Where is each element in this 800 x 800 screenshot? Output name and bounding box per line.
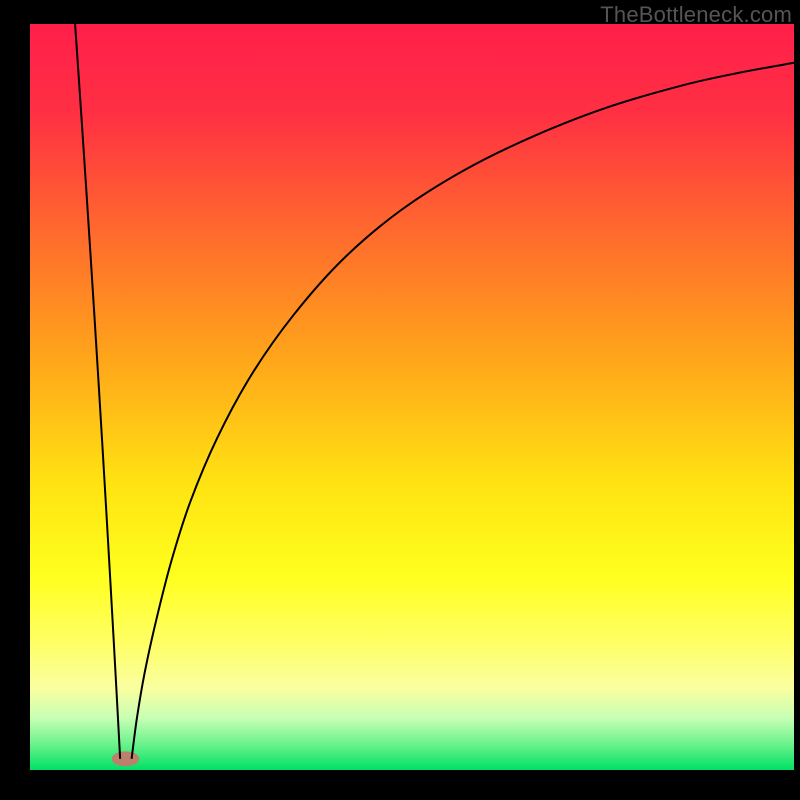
bottleneck-marker xyxy=(112,751,140,766)
chart-container: TheBottleneck.com xyxy=(0,0,800,800)
chart-svg xyxy=(0,0,800,800)
gradient-background xyxy=(30,24,794,770)
watermark-text: TheBottleneck.com xyxy=(600,2,792,28)
